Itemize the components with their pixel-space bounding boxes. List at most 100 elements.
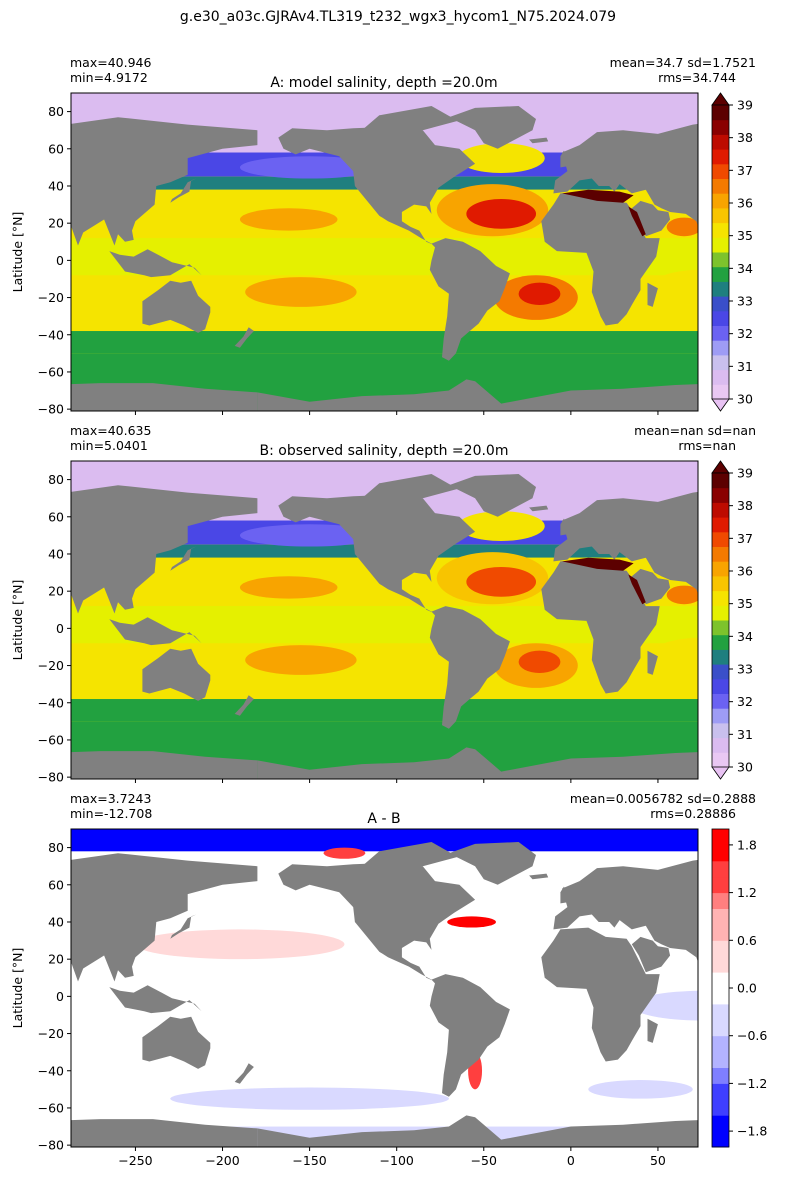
map-field: [71, 461, 789, 779]
colorbar-segment: [712, 860, 729, 878]
land-eurasia: [553, 123, 698, 227]
land-indonesia: [109, 985, 202, 1014]
field-blob-southern-ocean: [588, 1080, 693, 1099]
land-madagascar: [647, 282, 658, 307]
colorbar-segment: [712, 649, 729, 665]
panel-b-map: −80 −60 −40 −20 0 20 40 60 80 Latitude [°N]: [10, 460, 789, 785]
land-antarctica: [257, 747, 698, 779]
land-britain: [560, 150, 573, 168]
land-canadian-arctic: [361, 106, 458, 131]
colorbar-segment: [712, 561, 729, 577]
panel-b-stat-rms: rms=nan: [678, 438, 736, 453]
y-axis-label: Latitude [°N]: [10, 948, 25, 1029]
colorbar-segment: [712, 988, 729, 1005]
land-japan: [170, 546, 197, 571]
y-axis-label: Latitude [°N]: [10, 212, 25, 293]
field-blob-indian-ocean: [666, 217, 698, 237]
y-tick-label: 40: [48, 914, 64, 929]
land-greenland: [448, 842, 536, 885]
colorbar-segment: [712, 207, 729, 224]
colorbar-tick-label: 30: [737, 392, 753, 407]
colorbar-segment: [712, 134, 729, 150]
colorbar-segment: [712, 737, 729, 753]
y-tick-label: −40: [38, 695, 64, 710]
field-blob-north-atlantic-subtropical: [466, 567, 537, 597]
y-tick-label: −20: [38, 1026, 64, 1041]
panel-b: max=40.635 min=5.0401 mean=nan sd=nan rm…: [10, 423, 789, 785]
field-blob-south-atlantic-subtropical: [518, 650, 561, 673]
x-tick-label: −200: [205, 1153, 239, 1168]
panel-c-stat-min: min=-12.708: [70, 806, 152, 821]
land-australia: [142, 648, 211, 701]
colorbar-tick-label: 31: [737, 359, 753, 374]
colorbar-tick-label: 33: [737, 662, 753, 677]
land-australia: [769, 1017, 789, 1069]
colorbar-tick-label: 35: [737, 228, 753, 243]
land-antarctica: [71, 383, 258, 411]
land-australia: [769, 649, 789, 701]
field-blob-north-atlantic-subtropical: [466, 199, 537, 229]
panel-c-stat-max: max=3.7243: [70, 791, 151, 806]
colorbar-segment: [712, 340, 729, 356]
land-greenland: [448, 106, 536, 149]
y-tick-label: −80: [38, 402, 64, 417]
y-tick-label: −20: [38, 658, 64, 673]
y-tick-label: 20: [48, 584, 64, 599]
colorbar-segment: [712, 1051, 729, 1068]
land-arabia: [631, 568, 671, 605]
colorbar-extend-min: [711, 766, 730, 780]
land-africa: [541, 927, 660, 1062]
colorbar-segment: [712, 620, 729, 636]
colorbar-tick-label: 31: [737, 727, 753, 742]
land-eurasia: [71, 853, 258, 982]
field-blob-north-pacific-subtropical: [457, 143, 545, 173]
colorbar-segment: [712, 575, 729, 592]
land-greenland: [448, 474, 536, 517]
colorbar-segment: [712, 178, 729, 194]
colorbar-segment: [712, 369, 729, 385]
field-blob-south-atlantic-subtropical: [518, 282, 561, 305]
colorbar-tick-label: 36: [737, 196, 753, 211]
field-blob-north-pacific-subtropical: [239, 208, 338, 231]
y-tick-label: 40: [48, 546, 64, 561]
axes-frame: [70, 828, 699, 1148]
sea-mediterranean: [562, 189, 634, 203]
y-tick-label: −80: [38, 1138, 64, 1153]
colorbar-segment: [712, 252, 729, 268]
colorbar-extend-max: [711, 460, 730, 474]
land-australia: [142, 1016, 211, 1069]
panel-b-stat-max: max=40.635: [70, 423, 151, 438]
land-antarctica: [257, 379, 698, 411]
field-blob-indian-ocean: [649, 269, 698, 307]
colorbar-segment: [712, 266, 729, 282]
y-tick-label: 60: [48, 509, 64, 524]
land-antarctica: [71, 1119, 258, 1147]
land-britain: [560, 886, 573, 904]
colorbar-tick-label: 35: [737, 596, 753, 611]
panel-b-stat-min: min=5.0401: [70, 438, 148, 453]
land-new-zealand: [234, 695, 254, 716]
colorbar-tick-label: 34: [737, 261, 753, 276]
panel-a-stat-max: max=40.946: [70, 55, 151, 70]
colorbar-tick-label: 34: [737, 629, 753, 644]
land-north-america: [278, 862, 476, 982]
colorbar-tick-label: 32: [737, 694, 753, 709]
colorbar-segment: [712, 1131, 729, 1148]
colorbar-segment: [712, 473, 729, 489]
colorbar-segment: [712, 605, 729, 621]
panel-c-stat-rms: rms=0.28886: [650, 806, 736, 821]
colorbar-tick-label: −0.6: [737, 1028, 767, 1043]
colorbar-segment: [712, 664, 729, 680]
y-tick-label: 80: [48, 840, 64, 855]
panel-b-title: B: observed salinity, depth =20.0m: [260, 443, 509, 459]
colorbar-segment: [712, 722, 729, 739]
panel-c: max=3.7243 min=-12.708 mean=0.0056782 sd…: [10, 791, 789, 1168]
colorbar-tick-label: 1.2: [737, 885, 757, 900]
colorbar-tick-label: 0.6: [737, 933, 757, 948]
figure-suptitle: g.e30_a03c.GJRAv4.TL319_t232_wgx3_hycom1…: [180, 9, 616, 25]
field-band-arctic-freshening: [71, 829, 698, 852]
x-tick-label: 50: [650, 1153, 666, 1168]
land-africa: [541, 559, 660, 694]
